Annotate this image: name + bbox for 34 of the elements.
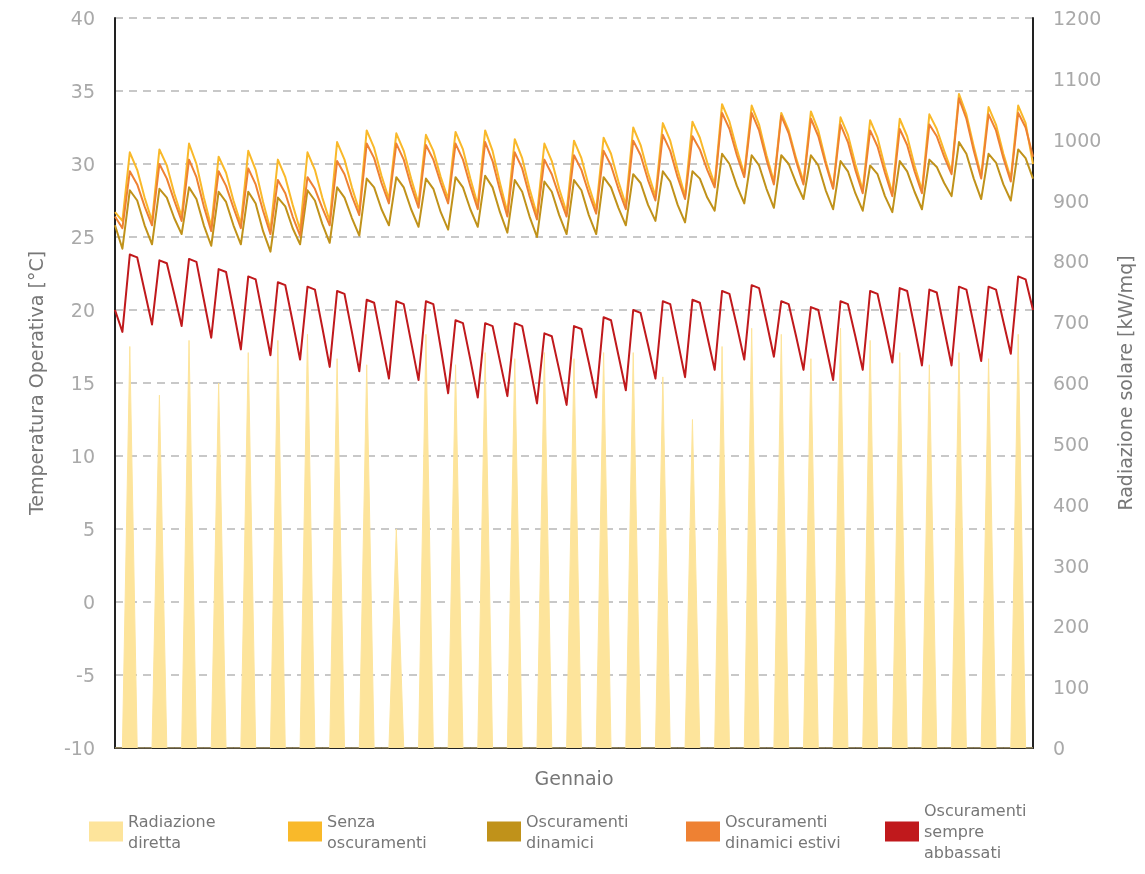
y-tick-label: 30 bbox=[70, 153, 95, 175]
y-tick-label: 35 bbox=[70, 80, 95, 102]
x-axis-title: Gennaio bbox=[534, 766, 614, 789]
y-tick-label: 25 bbox=[70, 226, 95, 248]
y2-axis-title: Radiazione solare [kW/mq] bbox=[1113, 255, 1136, 511]
y-tick-label: 5 bbox=[82, 518, 95, 540]
y2-tick-label: 800 bbox=[1053, 250, 1090, 273]
y-tick-label: 15 bbox=[70, 372, 95, 394]
y2-tick-label: 1000 bbox=[1053, 128, 1102, 151]
y-tick-label: 0 bbox=[82, 591, 95, 613]
y2-tick-label: 500 bbox=[1053, 432, 1090, 455]
y2-tick-label: 0 bbox=[1053, 737, 1066, 759]
line-series bbox=[114, 253, 1034, 406]
y2-tick-label: 1200 bbox=[1053, 7, 1102, 29]
y-axis-title: Temperatura Operativa [°C] bbox=[24, 250, 47, 517]
legend-label: Senza oscuramenti bbox=[327, 811, 427, 852]
y2-tick-label: 700 bbox=[1053, 311, 1090, 334]
y-tick-label: -5 bbox=[76, 664, 95, 686]
legend-label: Oscuramenti dinamici estivi bbox=[725, 811, 841, 852]
y-tick-label: 40 bbox=[70, 7, 95, 29]
y-tick-label: -10 bbox=[63, 737, 95, 759]
y2-tick-label: 1100 bbox=[1053, 67, 1102, 90]
y2-tick-label: 600 bbox=[1053, 372, 1090, 394]
y2-tick-label: 900 bbox=[1053, 189, 1090, 212]
y2-tick-label: 400 bbox=[1053, 493, 1090, 516]
legend-label: Radiazione diretta bbox=[128, 811, 221, 852]
y2-tick-label: 200 bbox=[1053, 615, 1090, 638]
legend-label: Oscuramenti sempre abbassati bbox=[924, 801, 1032, 862]
y2-tick-label: 300 bbox=[1053, 554, 1090, 577]
y2-tick-label: 100 bbox=[1053, 676, 1090, 699]
y-tick-label: 10 bbox=[70, 445, 95, 467]
legend-label: Oscuramenti dinamici bbox=[526, 811, 634, 852]
y-tick-label: 20 bbox=[70, 299, 95, 321]
line-series bbox=[114, 141, 1034, 253]
